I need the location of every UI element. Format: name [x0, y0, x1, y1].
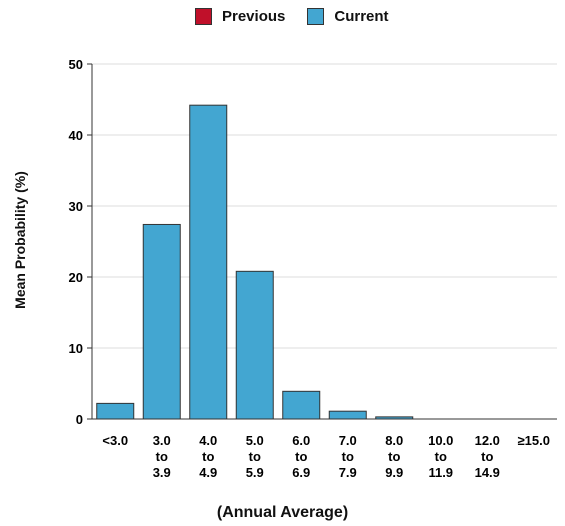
x-tick-label: to: [342, 449, 354, 464]
x-tick-label: 3.0: [153, 433, 171, 448]
y-tick-label: 0: [76, 412, 83, 427]
x-tick-label: 7.0: [339, 433, 357, 448]
x-tick-label: <3.0: [102, 433, 128, 448]
x-tick-label: to: [388, 449, 400, 464]
bar: [282, 390, 321, 420]
x-tick-label: 9.9: [385, 465, 403, 480]
x-tick-label: 8.0: [385, 433, 403, 448]
x-tick-label: 6.9: [292, 465, 310, 480]
x-tick-label: ≥15.0: [518, 433, 550, 448]
x-tick-label: 6.0: [292, 433, 310, 448]
legend-label-previous: Previous: [222, 8, 286, 25]
x-tick-label: 5.9: [246, 465, 264, 480]
x-tick-label: to: [435, 449, 447, 464]
x-tick-label: 5.0: [246, 433, 264, 448]
x-tick-label: to: [295, 449, 307, 464]
x-tick-label: 7.9: [339, 465, 357, 480]
x-tick-label: 11.9: [428, 465, 453, 480]
bar: [189, 104, 228, 420]
bar: [96, 402, 135, 420]
legend-item-previous: Previous: [195, 8, 285, 25]
y-tick-label: 10: [69, 341, 83, 356]
x-tick-label: 4.0: [199, 433, 217, 448]
x-tick-label: 10.0: [428, 433, 453, 448]
x-tick-label: 14.9: [475, 465, 500, 480]
legend-item-current: Current: [307, 8, 389, 25]
x-tick-label: to: [481, 449, 493, 464]
x-tick-label: to: [249, 449, 261, 464]
legend-swatch-current: [307, 8, 325, 25]
bar: [235, 270, 274, 420]
bar: [375, 416, 414, 420]
x-tick-label: 3.9: [153, 465, 171, 480]
bar: [142, 223, 181, 420]
legend: Previous Current: [195, 8, 411, 25]
legend-swatch-previous: [195, 8, 212, 25]
bar: [328, 410, 367, 420]
x-tick-label: 12.0: [475, 433, 500, 448]
legend-label-current: Current: [334, 8, 389, 25]
x-tick-label: to: [202, 449, 214, 464]
y-tick-label: 40: [69, 128, 83, 143]
x-axis-label: (Annual Average): [216, 504, 349, 521]
y-tick-label: 50: [69, 57, 83, 72]
x-tick-label: 4.9: [199, 465, 217, 480]
x-tick-label: to: [156, 449, 168, 464]
y-tick-label: 30: [69, 199, 83, 214]
y-axis-label: Mean Probability (%): [12, 171, 28, 309]
y-tick-label: 20: [69, 270, 83, 285]
